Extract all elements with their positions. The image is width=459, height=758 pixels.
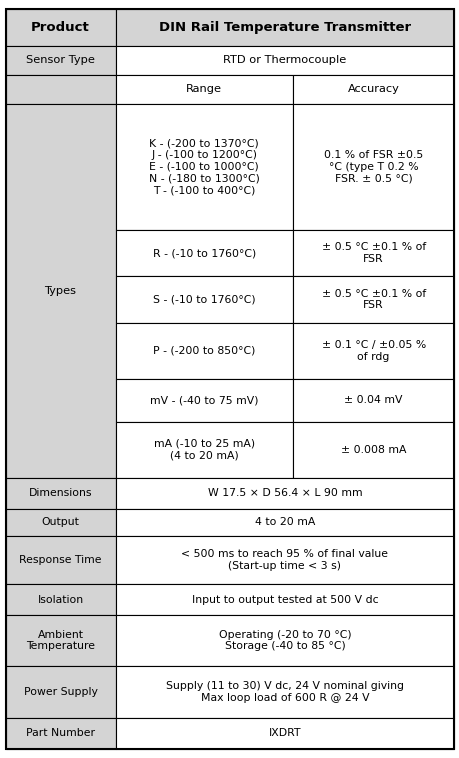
Bar <box>115 323 292 379</box>
Bar <box>115 75 292 104</box>
Text: K - (-200 to 1370°C)
J - (-100 to 1200°C)
E - (-100 to 1000°C)
N - (-180 to 1300: K - (-200 to 1370°C) J - (-100 to 1200°C… <box>148 139 259 195</box>
Bar <box>115 379 292 421</box>
Text: 0.1 % of FSR ±0.5
°C (type T 0.2 %
FSR. ± 0.5 °C): 0.1 % of FSR ±0.5 °C (type T 0.2 % FSR. … <box>323 150 422 183</box>
Bar <box>6 509 115 536</box>
Text: IXDRT: IXDRT <box>268 728 301 738</box>
Text: W 17.5 × D 56.4 × L 90 mm: W 17.5 × D 56.4 × L 90 mm <box>207 488 362 498</box>
Bar <box>292 379 453 421</box>
Text: Types: Types <box>45 286 76 296</box>
Bar <box>115 584 453 615</box>
Text: Part Number: Part Number <box>26 728 95 738</box>
Bar <box>6 536 115 584</box>
Text: Accuracy: Accuracy <box>347 84 399 95</box>
Bar <box>115 277 292 323</box>
Bar <box>6 718 115 749</box>
Text: S - (-10 to 1760°C): S - (-10 to 1760°C) <box>152 295 255 305</box>
Text: ± 0.5 °C ±0.1 % of
FSR: ± 0.5 °C ±0.1 % of FSR <box>321 289 425 310</box>
Bar <box>115 536 453 584</box>
Bar <box>115 666 453 718</box>
Text: mA (-10 to 25 mA)
(4 to 20 mA): mA (-10 to 25 mA) (4 to 20 mA) <box>153 439 254 461</box>
Text: Ambient
Temperature: Ambient Temperature <box>26 630 95 651</box>
Bar <box>115 104 292 230</box>
Bar <box>6 9 115 46</box>
Bar <box>6 75 115 104</box>
Bar <box>6 478 115 509</box>
Text: P - (-200 to 850°C): P - (-200 to 850°C) <box>153 346 255 356</box>
Bar <box>115 615 453 666</box>
Text: DIN Rail Temperature Transmitter: DIN Rail Temperature Transmitter <box>159 21 410 34</box>
Text: Input to output tested at 500 V dc: Input to output tested at 500 V dc <box>191 595 377 605</box>
Text: mV - (-40 to 75 mV): mV - (-40 to 75 mV) <box>150 396 258 406</box>
Text: Operating (-20 to 70 °C)
Storage (-40 to 85 °C): Operating (-20 to 70 °C) Storage (-40 to… <box>218 630 351 651</box>
Bar <box>292 104 453 230</box>
Text: < 500 ms to reach 95 % of final value
(Start-up time < 3 s): < 500 ms to reach 95 % of final value (S… <box>181 550 388 571</box>
Text: Response Time: Response Time <box>19 555 101 565</box>
Text: Power Supply: Power Supply <box>23 687 97 697</box>
Bar <box>115 9 453 46</box>
Text: ± 0.1 °C / ±0.05 %
of rdg: ± 0.1 °C / ±0.05 % of rdg <box>321 340 425 362</box>
Text: Range: Range <box>186 84 222 95</box>
Bar <box>115 478 453 509</box>
Bar <box>292 323 453 379</box>
Bar <box>115 718 453 749</box>
Text: Sensor Type: Sensor Type <box>26 55 95 65</box>
Bar <box>6 46 115 75</box>
Text: ± 0.5 °C ±0.1 % of
FSR: ± 0.5 °C ±0.1 % of FSR <box>321 243 425 264</box>
Bar <box>115 509 453 536</box>
Bar <box>115 421 292 478</box>
Text: Output: Output <box>41 517 79 528</box>
Bar <box>6 666 115 718</box>
Bar <box>292 230 453 277</box>
Text: Isolation: Isolation <box>37 595 84 605</box>
Text: ± 0.04 mV: ± 0.04 mV <box>344 396 402 406</box>
Bar <box>292 421 453 478</box>
Bar <box>6 104 115 478</box>
Text: Product: Product <box>31 21 90 34</box>
Text: Supply (11 to 30) V dc, 24 V nominal giving
Max loop load of 600 R @ 24 V: Supply (11 to 30) V dc, 24 V nominal giv… <box>166 681 403 703</box>
Bar <box>292 75 453 104</box>
Text: RTD or Thermocouple: RTD or Thermocouple <box>223 55 346 65</box>
Text: R - (-10 to 1760°C): R - (-10 to 1760°C) <box>152 248 255 258</box>
Bar <box>115 230 292 277</box>
Text: Dimensions: Dimensions <box>29 488 92 498</box>
Bar <box>115 46 453 75</box>
Text: ± 0.008 mA: ± 0.008 mA <box>340 445 406 455</box>
Bar <box>292 277 453 323</box>
Bar <box>6 615 115 666</box>
Text: 4 to 20 mA: 4 to 20 mA <box>254 517 314 528</box>
Bar <box>6 584 115 615</box>
